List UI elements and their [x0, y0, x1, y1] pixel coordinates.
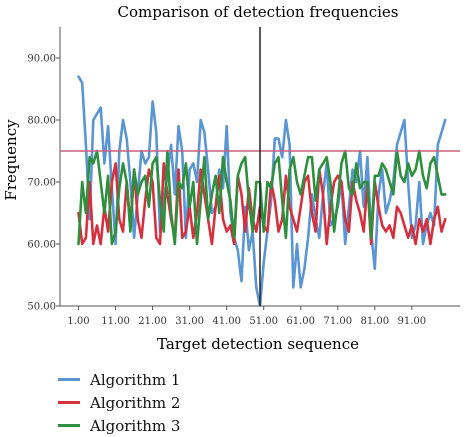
chart-title: Comparison of detection frequencies [118, 3, 399, 21]
legend-item-algorithm-2: Algorithm 2 [58, 391, 278, 414]
legend-swatch-algorithm-1 [58, 378, 80, 381]
series-line-algorithm-1 [77, 75, 447, 308]
y-tick-label: 60.00 [27, 240, 56, 251]
legend-swatch-algorithm-2 [58, 401, 80, 404]
plot-area: 50.00 60.00 70.00 80.00 90.00 1.00 11.00 21.00 3… [27, 27, 460, 327]
series-line-algorithm-3 [77, 149, 447, 246]
x-tick-label: 51.00 [249, 316, 278, 327]
x-tick-label: 81.00 [360, 316, 389, 327]
x-tick-label: 91.00 [398, 316, 427, 327]
x-tick-label: 71.00 [323, 316, 352, 327]
y-axis-label: Frequency [2, 119, 20, 201]
y-tick-label: 70.00 [27, 178, 56, 189]
x-tick-label: 31.00 [175, 316, 204, 327]
x-tick-label: 61.00 [286, 316, 315, 327]
legend-swatch-algorithm-3 [58, 424, 80, 427]
legend-item-algorithm-3: Algorithm 3 [58, 414, 278, 437]
x-axis-label: Target detection sequence [157, 335, 359, 353]
x-tick-label: 41.00 [212, 316, 241, 327]
x-tick-label: 1.00 [67, 316, 89, 327]
legend-label-algorithm-3: Algorithm 3 [90, 416, 181, 435]
legend: Algorithm 1 Algorithm 2 Algorithm 3 [58, 368, 278, 437]
y-tick-label: 80.00 [27, 116, 56, 127]
legend-item-algorithm-1: Algorithm 1 [58, 368, 278, 391]
legend-label-algorithm-2: Algorithm 2 [90, 393, 181, 412]
legend-label-algorithm-1: Algorithm 1 [90, 370, 181, 389]
x-tick-label: 11.00 [101, 316, 130, 327]
y-tick-label: 50.00 [27, 302, 56, 313]
x-tick-label: 21.00 [138, 316, 167, 327]
y-tick-label: 90.00 [27, 54, 56, 65]
